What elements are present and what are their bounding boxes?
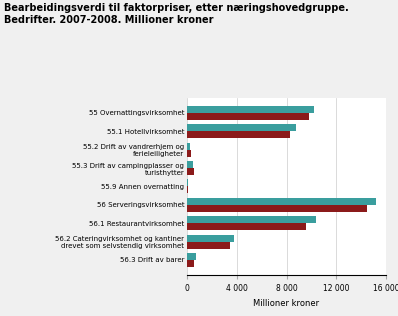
Bar [187, 125, 296, 131]
Bar [187, 241, 230, 248]
Bar [187, 106, 314, 113]
Bar [187, 223, 306, 230]
Bar [187, 179, 188, 186]
Bar [187, 216, 316, 223]
Text: Bearbeidingsverdi til faktorpriser, etter næringshovedgruppe.
Bedrifter. 2007-20: Bearbeidingsverdi til faktorpriser, ette… [4, 3, 349, 25]
Bar [187, 113, 309, 120]
Bar [187, 150, 191, 157]
Bar [187, 161, 193, 168]
Bar [187, 143, 190, 150]
Bar [187, 205, 367, 212]
Bar [187, 253, 195, 260]
Bar [187, 260, 194, 267]
Bar [187, 168, 194, 175]
Bar [187, 131, 290, 138]
X-axis label: Millioner kroner: Millioner kroner [254, 299, 320, 307]
Bar [187, 234, 234, 241]
Bar [187, 186, 188, 193]
Bar [187, 198, 376, 205]
